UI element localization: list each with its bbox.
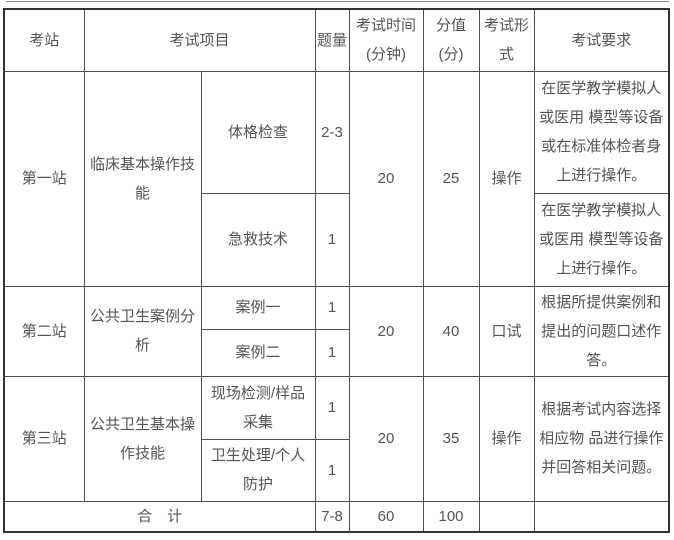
station-2-name: 第二站: [3, 285, 85, 377]
station-1-name: 第一站: [3, 70, 85, 287]
exam-schedule-table: 考站 考试项目 题量 考试时间 (分钟) 分值 (分) 考试形 式 考试要求 第…: [3, 8, 671, 533]
table-row: 第二站 公共卫生案例分析 案例一 1 20 40 口试 根据所提供案例和提出的问…: [3, 285, 670, 377]
station-1-format: 操作: [478, 70, 535, 287]
header-row: 考站 考试项目 题量 考试时间 (分钟) 分值 (分) 考试形 式 考试要求: [3, 8, 670, 72]
station-1-item-1-quantity: 2-3: [314, 70, 350, 194]
total-requirement-empty: [533, 500, 670, 532]
col-header-score: 分值 (分): [422, 8, 480, 72]
total-time: 60: [348, 500, 424, 532]
station-3-requirement: 根据考试内容选择相应物 品进行操作并回答相关问题。: [533, 375, 670, 502]
station-2-time: 20: [348, 285, 424, 377]
station-3-item-1-name: 现场检测/样品 采集: [200, 375, 316, 440]
station-3-time: 20: [348, 375, 424, 502]
total-row: 合 计 7-8 60 100: [3, 500, 670, 532]
table-row: 第一站 临床基本操作技能 体格检查 2-3 20 25 操作 在医学教学模拟人或…: [3, 70, 670, 287]
station-1-time: 20: [348, 70, 424, 287]
col-header-station: 考站: [3, 8, 85, 72]
station-3-item-2-name: 卫生处理/个人 防护: [200, 438, 316, 502]
total-quantity: 7-8: [314, 500, 350, 532]
total-format-empty: [478, 500, 535, 532]
station-3-item-2-quantity: 1: [314, 438, 350, 502]
table-row: 案例二 1: [4, 328, 669, 377]
station-3-category: 公共卫生基本操作技能: [83, 375, 202, 502]
table-row: 第三站 公共卫生基本操作技能 现场检测/样品 采集 1 20 35 操作 根据考…: [3, 375, 670, 502]
station-2-score: 40: [422, 285, 480, 377]
col-header-time: 考试时间 (分钟): [348, 8, 424, 72]
station-2-item-1-quantity: 1: [314, 285, 350, 330]
total-label: 合 计: [3, 500, 316, 532]
col-header-requirement: 考试要求: [533, 8, 670, 72]
station-1-item-2-quantity: 1: [314, 192, 350, 287]
station-1-item-1-requirement: 在医学教学模拟人或医用 模型等设备或在标准体检者身上进行操作。: [533, 70, 670, 194]
table-row: 急救技术 1 在医学教学模拟人或医用 模型等设备上进行操作。: [4, 192, 670, 287]
col-header-format: 考试形 式: [478, 8, 535, 72]
col-header-quantity: 题量: [314, 8, 350, 72]
station-1-score: 25: [422, 70, 480, 287]
station-1-item-1-name: 体格检查: [200, 70, 316, 194]
station-1-category: 临床基本操作技能: [83, 70, 202, 287]
station-1-item-2-requirement: 在医学教学模拟人或医用 模型等设备上进行操作。: [533, 192, 670, 287]
station-3-score: 35: [422, 375, 480, 502]
station-2-format: 口试: [478, 285, 535, 377]
top-rule: [6, 1, 669, 2]
station-2-requirement: 根据所提供案例和提出的问题口述作答。: [533, 285, 670, 377]
station-1-item-2-name: 急救技术: [200, 192, 316, 287]
col-header-items: 考试项目: [83, 8, 316, 72]
total-score: 100: [422, 500, 480, 532]
station-3-item-1-quantity: 1: [314, 375, 350, 440]
station-3-format: 操作: [478, 375, 535, 502]
station-2-item-2-quantity: 1: [314, 328, 350, 377]
table-row: 卫生处理/个人 防护 1: [4, 438, 669, 502]
station-2-category: 公共卫生案例分析: [83, 285, 202, 377]
station-2-item-2-name: 案例二: [200, 328, 316, 377]
station-3-name: 第三站: [3, 375, 85, 502]
station-2-item-1-name: 案例一: [200, 285, 316, 330]
